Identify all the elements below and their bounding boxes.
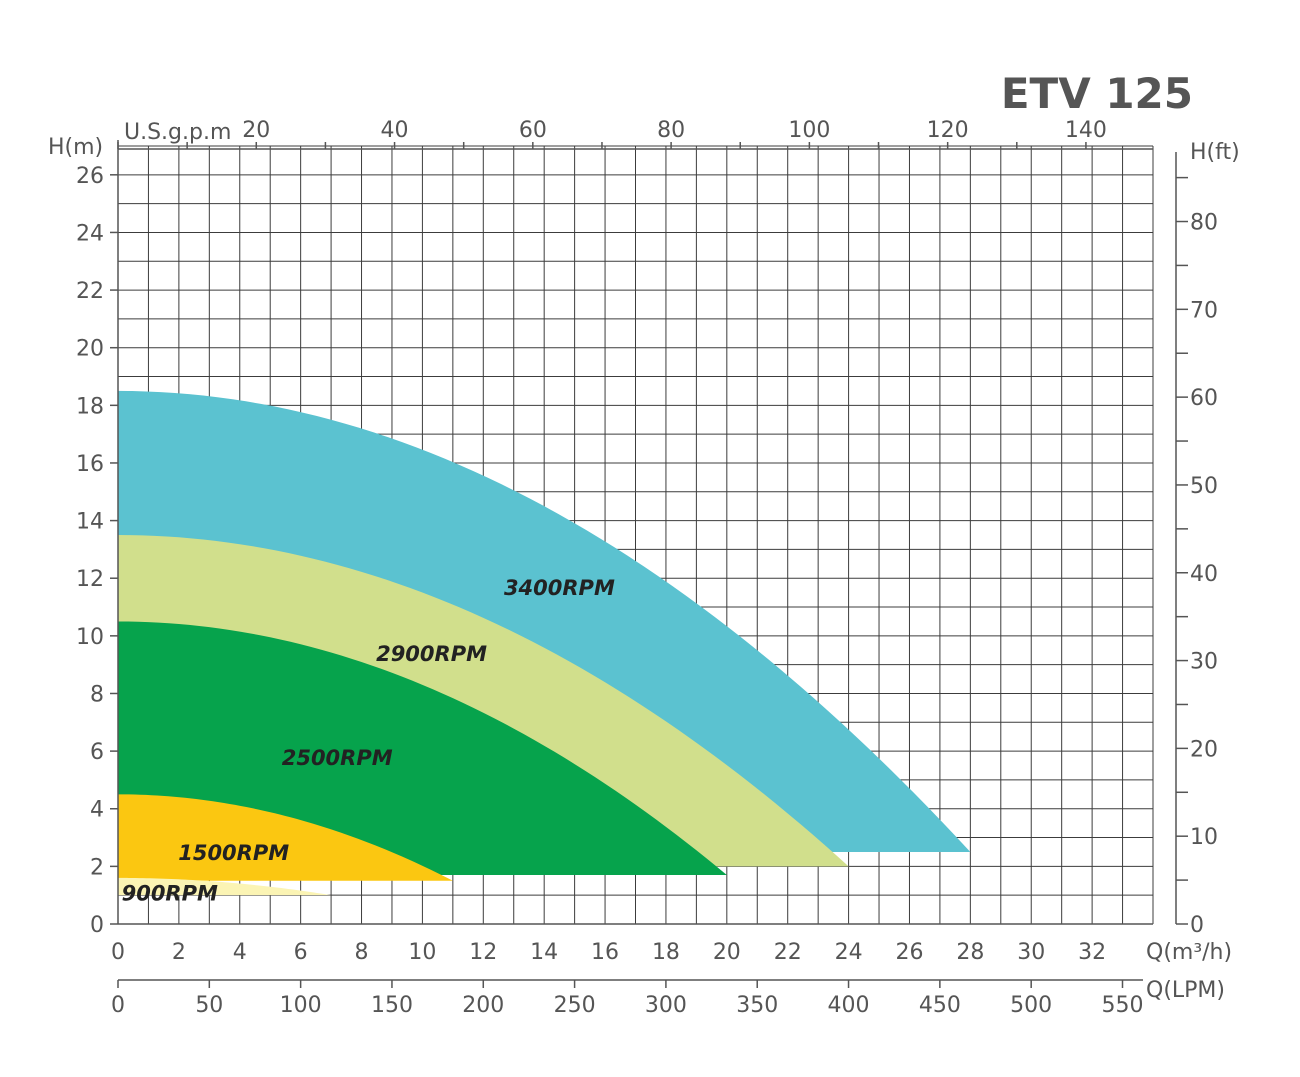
lpm-tick-label: 450 xyxy=(919,993,961,1018)
bottom-tick-label: 6 xyxy=(294,940,308,965)
bottom-tick-label: 4 xyxy=(233,940,247,965)
top-axis-ticks: 20 40 60 80 100 120 140 xyxy=(117,118,1107,149)
right-axis-title: H(ft) xyxy=(1190,140,1240,165)
rpm-label-2900rpm: 2900RPM xyxy=(376,642,487,666)
bottom-tick-label: 16 xyxy=(591,940,619,965)
left-tick-label: 12 xyxy=(76,567,104,592)
rpm-labels: 3400RPM 2900RPM 2500RPM 1500RPM 900RPM xyxy=(122,576,615,905)
left-tick-label: 0 xyxy=(90,913,104,938)
right-tick-label: 60 xyxy=(1190,386,1218,411)
left-tick-label: 14 xyxy=(76,510,104,535)
left-tick-label: 18 xyxy=(76,394,104,419)
top-tick-label: 40 xyxy=(381,118,409,143)
top-tick-label: 80 xyxy=(657,118,685,143)
chart-title: ETV 125 xyxy=(1001,69,1193,118)
left-tick-label: 22 xyxy=(76,279,104,304)
lpm-tick-label: 250 xyxy=(554,993,596,1018)
bottom-axis-ticks: 0 2 4 6 8 10 12 14 16 18 20 22 24 26 28 30 32 xyxy=(111,940,1106,965)
area-2500rpm xyxy=(118,621,727,876)
right-tick-label: 0 xyxy=(1190,913,1204,938)
left-tick-label: 8 xyxy=(90,682,104,707)
area-1500rpm xyxy=(118,794,453,881)
left-tick-label: 26 xyxy=(76,164,104,189)
right-tick-label: 10 xyxy=(1190,825,1218,850)
bottom-tick-label: 30 xyxy=(1017,940,1045,965)
lpm-tick-label: 350 xyxy=(736,993,778,1018)
lpm-tick-label: 500 xyxy=(1010,993,1052,1018)
top-axis-title: U.S.g.p.m xyxy=(124,120,231,145)
bottom-tick-label: 18 xyxy=(652,940,680,965)
top-tick-label: 60 xyxy=(519,118,547,143)
right-tick-label: 50 xyxy=(1190,474,1218,499)
right-tick-label: 30 xyxy=(1190,650,1218,675)
bottom-tick-label: 2 xyxy=(172,940,186,965)
area-900rpm xyxy=(118,877,332,896)
bottom-tick-label: 0 xyxy=(111,940,125,965)
bottom-tick-label: 22 xyxy=(774,940,802,965)
right-tick-label: 70 xyxy=(1190,298,1218,323)
lpm-tick-label: 200 xyxy=(462,993,504,1018)
left-tick-label: 16 xyxy=(76,452,104,477)
lpm-tick-label: 300 xyxy=(645,993,687,1018)
lpm-axis-ticks: 0 50 100 150 200 250 300 350 400 450 500 550 xyxy=(111,980,1143,1018)
left-tick-label: 10 xyxy=(76,625,104,650)
left-tick-label: 2 xyxy=(90,855,104,880)
bottom-tick-label: 8 xyxy=(355,940,369,965)
left-tick-label: 6 xyxy=(90,740,104,765)
bottom-tick-label: 28 xyxy=(956,940,984,965)
bottom-tick-label: 24 xyxy=(835,940,863,965)
top-tick-label: 140 xyxy=(1065,118,1107,143)
bottom-tick-label: 20 xyxy=(713,940,741,965)
plot-frame xyxy=(117,140,1177,981)
rpm-label-1500rpm: 1500RPM xyxy=(178,841,289,865)
rpm-areas xyxy=(118,390,971,896)
right-tick-label: 40 xyxy=(1190,562,1218,587)
bottom-axis-title: Q(m³/h) xyxy=(1146,940,1232,965)
right-axis-ticks: 0 10 20 30 40 50 60 70 80 xyxy=(1176,176,1218,938)
rpm-label-3400rpm: 3400RPM xyxy=(504,576,615,600)
lpm-tick-label: 550 xyxy=(1101,993,1143,1018)
lpm-tick-label: 50 xyxy=(195,993,223,1018)
top-tick-label: 100 xyxy=(788,118,830,143)
left-axis-title: H(m) xyxy=(48,135,103,160)
right-tick-label: 20 xyxy=(1190,737,1218,762)
bottom-tick-label: 10 xyxy=(408,940,436,965)
lpm-tick-label: 100 xyxy=(280,993,322,1018)
lpm-tick-label: 150 xyxy=(371,993,413,1018)
right-tick-label: 80 xyxy=(1190,211,1218,236)
bottom-tick-label: 12 xyxy=(469,940,497,965)
left-tick-label: 4 xyxy=(90,798,104,823)
lpm-axis-title: Q(LPM) xyxy=(1146,978,1225,1003)
top-tick-label: 120 xyxy=(927,118,969,143)
lpm-tick-label: 0 xyxy=(111,993,125,1018)
bottom-tick-label: 26 xyxy=(895,940,923,965)
bottom-tick-label: 14 xyxy=(530,940,558,965)
lpm-tick-label: 400 xyxy=(828,993,870,1018)
rpm-label-900rpm: 900RPM xyxy=(122,881,218,905)
left-tick-label: 20 xyxy=(76,337,104,362)
bottom-tick-label: 32 xyxy=(1078,940,1106,965)
rpm-label-2500rpm: 2500RPM xyxy=(282,746,393,770)
top-tick-label: 20 xyxy=(242,118,270,143)
left-tick-label: 24 xyxy=(76,221,104,246)
